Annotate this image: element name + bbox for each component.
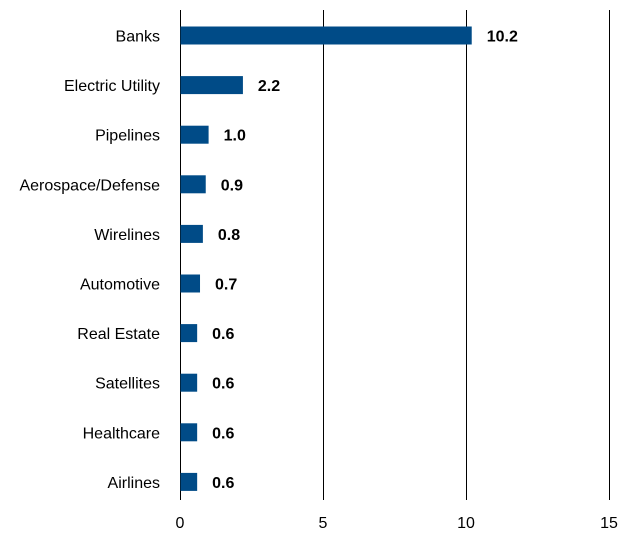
bars (180, 26, 472, 491)
value-label-automotive: 0.7 (215, 277, 237, 294)
x-tick-label-10: 10 (457, 515, 475, 532)
bar-pipelines (180, 125, 209, 144)
value-label-electric-utility: 2.2 (258, 78, 280, 95)
value-label-aerospace-defense: 0.9 (221, 177, 243, 194)
bar-healthcare (180, 423, 198, 442)
category-label-banks: Banks (116, 29, 160, 46)
category-label-airlines: Airlines (108, 475, 160, 492)
value-label-airlines: 0.6 (212, 475, 234, 492)
category-label-wirelines: Wirelines (94, 227, 160, 244)
gridlines (180, 10, 610, 500)
category-label-satellites: Satellites (95, 376, 160, 393)
value-label-banks: 10.2 (487, 29, 518, 46)
category-label-real-estate: Real Estate (77, 326, 160, 343)
value-label-satellites: 0.6 (212, 376, 234, 393)
value-labels: 10.2 2.2 1.0 0.9 0.8 0.7 0.6 0.6 0.6 0.6 (212, 29, 518, 492)
category-label-electric-utility: Electric Utility (64, 78, 160, 95)
bar-banks (180, 26, 472, 45)
category-label-pipelines: Pipelines (95, 128, 160, 145)
x-tick-label-5: 5 (319, 515, 328, 532)
bar-real-estate (180, 324, 198, 343)
bar-wirelines (180, 224, 203, 243)
category-label-automotive: Automotive (80, 277, 160, 294)
category-label-healthcare: Healthcare (83, 425, 160, 442)
category-labels: Banks Electric Utility Pipelines Aerospace/… (19, 29, 160, 492)
value-label-real-estate: 0.6 (212, 326, 234, 343)
bar-automotive (180, 274, 201, 293)
value-label-pipelines: 1.0 (224, 128, 246, 145)
bar-aerospace-defense (180, 175, 206, 194)
value-label-healthcare: 0.6 (212, 425, 234, 442)
bar-airlines (180, 472, 198, 491)
bar-electric-utility (180, 76, 243, 95)
bar-satellites (180, 373, 198, 392)
category-label-aerospace-defense: Aerospace/Defense (19, 177, 160, 194)
x-tick-label-15: 15 (600, 515, 618, 532)
x-tick-label-0: 0 (176, 515, 185, 532)
x-axis-tick-labels: 0 5 10 15 (176, 515, 618, 532)
value-label-wirelines: 0.8 (218, 227, 240, 244)
